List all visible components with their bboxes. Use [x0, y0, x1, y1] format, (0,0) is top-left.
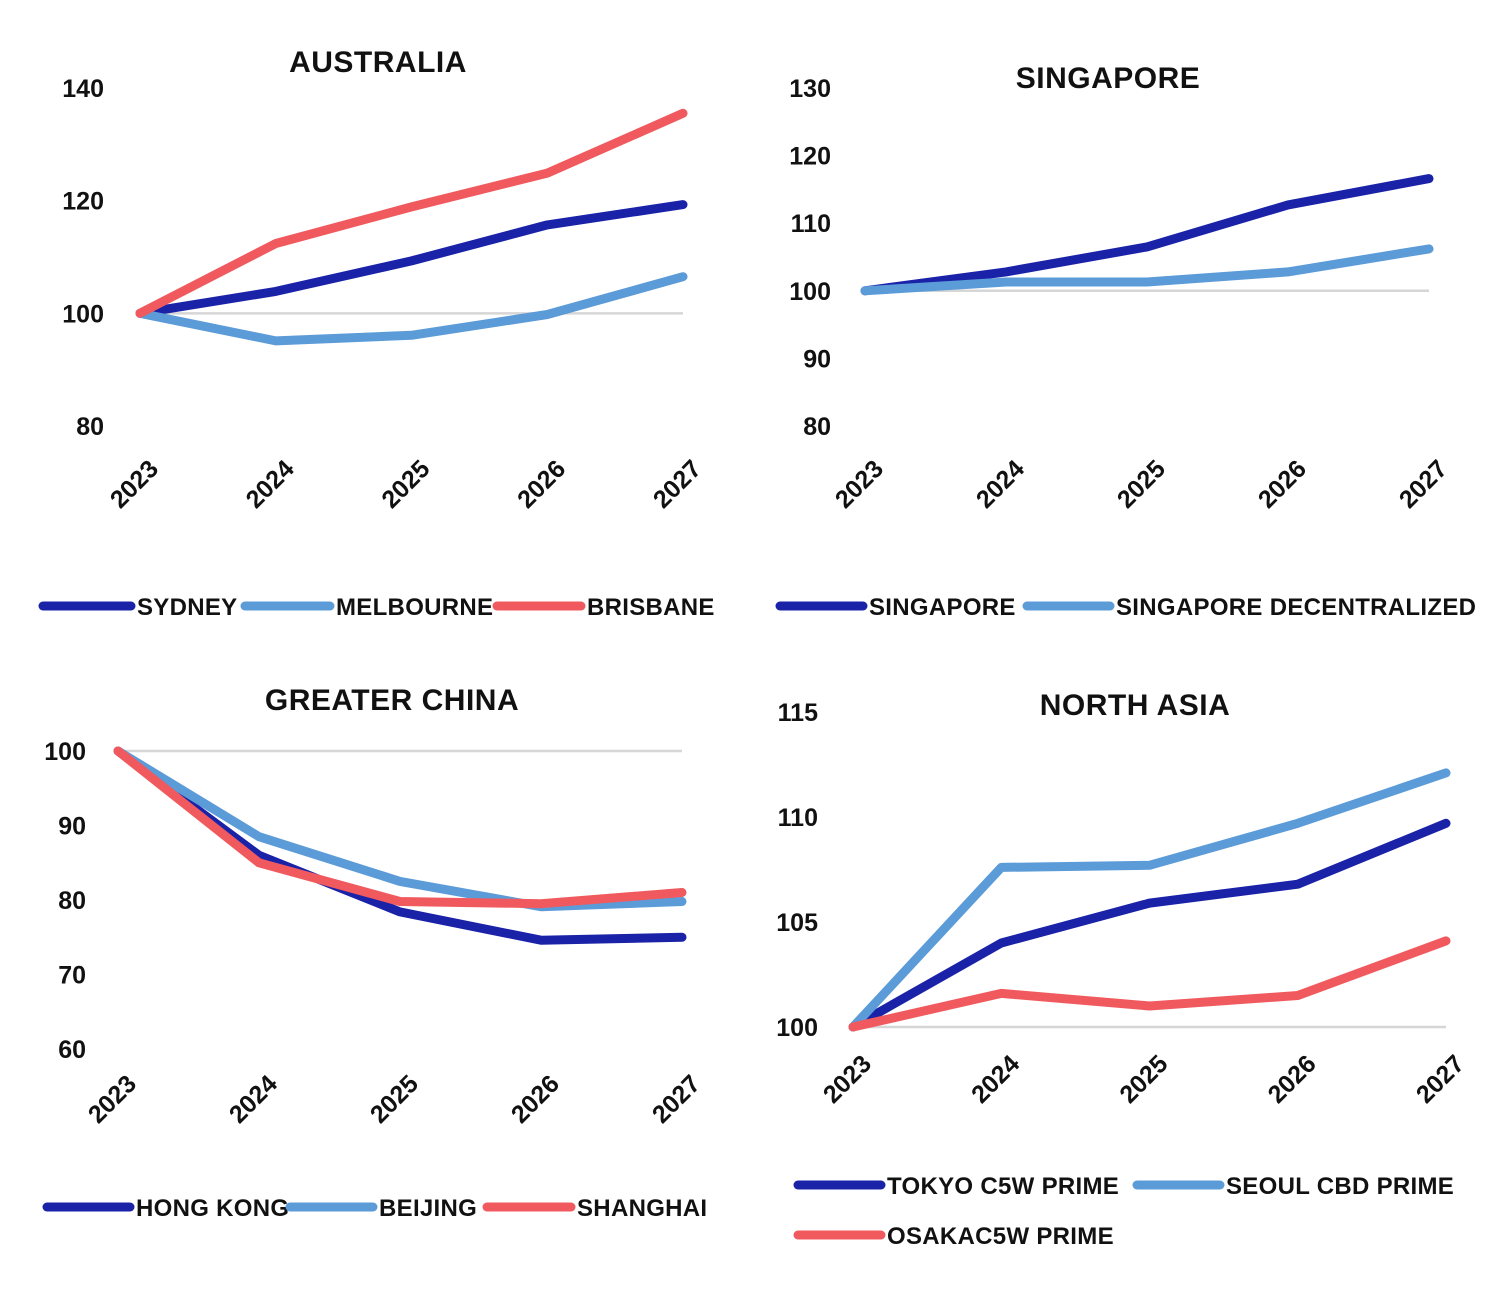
series-line-seoul-cbd-prime	[848, 768, 1451, 1032]
x-tick-label: 2026	[1263, 1050, 1322, 1109]
x-tick-label: 2026	[1253, 455, 1312, 514]
y-tick-label: 110	[791, 210, 831, 238]
y-tick-label: 120	[789, 143, 831, 171]
series-line-beijing	[113, 746, 687, 912]
y-tick-label: 70	[58, 962, 86, 990]
chart-title: SINGAPORE	[1016, 62, 1201, 95]
x-tick-label: 2025	[1112, 455, 1171, 514]
y-tick-label: 115	[778, 699, 818, 727]
series-line-osakac5w-prime	[848, 936, 1451, 1032]
legend-label: BEIJING	[379, 1195, 477, 1222]
series-line-tokyo-c5w-prime	[848, 818, 1451, 1032]
x-tick-label: 2025	[1114, 1050, 1173, 1109]
legend-label: BRISBANE	[587, 594, 715, 621]
x-tick-label: 2027	[1411, 1050, 1470, 1109]
series-line-sydney	[135, 200, 688, 318]
y-tick-label: 120	[62, 188, 104, 216]
y-tick-label: 100	[62, 300, 104, 328]
chart-singapore: SINGAPORE 130 120 110 100 90 80 2023 2024 2025 202…	[775, 62, 1476, 621]
y-tick-label: 100	[44, 738, 86, 766]
chart-title: GREATER CHINA	[265, 684, 519, 717]
y-tick-label: 80	[58, 887, 86, 915]
legend-label: OSAKAC5W PRIME	[887, 1223, 1114, 1250]
x-tick-label: 2027	[1394, 455, 1453, 514]
x-tick-label: 2023	[83, 1070, 142, 1129]
legend-label: SINGAPORE	[869, 594, 1016, 621]
series-line-singapore-decentralized	[860, 244, 1434, 296]
x-tick-label: 2024	[224, 1070, 283, 1129]
series-line-brisbane	[135, 108, 688, 318]
y-tick-label: 105	[776, 909, 818, 937]
y-tick-label: 90	[803, 345, 831, 373]
legend-item-singapore: SINGAPORE	[775, 594, 1016, 621]
chart-title: NORTH ASIA	[1040, 689, 1231, 722]
x-tick-label: 2026	[506, 1070, 565, 1129]
legend-item-beijing: BEIJING	[285, 1195, 477, 1222]
x-tick-label: 2026	[512, 455, 571, 514]
legend-item-brisbane: BRISBANE	[492, 594, 715, 621]
y-tick-label: 80	[803, 413, 831, 441]
legend-item-seoul-cbd-prime: SEOUL CBD PRIME	[1132, 1173, 1454, 1200]
legend-item-sydney: SYDNEY	[38, 594, 238, 621]
x-tick-label: 2023	[830, 455, 889, 514]
y-tick-label: 110	[778, 804, 818, 832]
x-tick-label: 2024	[966, 1050, 1025, 1109]
y-tick-label: 130	[789, 75, 831, 103]
y-tick-label: 80	[76, 413, 104, 441]
x-tick-label: 2025	[376, 455, 435, 514]
legend-item-melbourne: MELBOURNE	[240, 594, 493, 621]
legend-item-hong-kong: HONG KONG	[42, 1195, 289, 1222]
x-tick-label: 2023	[818, 1050, 877, 1109]
chart-greater-china: GREATER CHINA 100 90 80 70 60 2023 2024 2025 2026…	[42, 684, 707, 1222]
legend-label: SHANGHAI	[577, 1195, 707, 1222]
legend-label: SEOUL CBD PRIME	[1226, 1173, 1454, 1200]
chart-title: AUSTRALIA	[289, 46, 467, 79]
series-line-shanghai	[113, 746, 687, 909]
x-tick-label: 2027	[647, 1070, 706, 1129]
series-line-melbourne	[135, 272, 688, 346]
x-tick-label: 2025	[365, 1070, 424, 1129]
series-line-singapore	[860, 174, 1434, 296]
y-tick-label: 60	[58, 1036, 86, 1064]
legend-label: MELBOURNE	[336, 594, 493, 621]
y-tick-label: 100	[776, 1014, 818, 1042]
legend-item-osakac5w-prime: OSAKAC5W PRIME	[793, 1223, 1114, 1250]
x-tick-label: 2027	[648, 455, 707, 514]
legend-item-tokyo-c5w-prime: TOKYO C5W PRIME	[793, 1173, 1119, 1200]
legend-label: SINGAPORE DECENTRALIZED	[1116, 594, 1476, 621]
legend-label: TOKYO C5W PRIME	[887, 1173, 1119, 1200]
y-tick-label: 140	[62, 75, 104, 103]
x-tick-label: 2024	[971, 455, 1030, 514]
legend-item-shanghai: SHANGHAI	[482, 1195, 707, 1222]
series-line-hong-kong	[113, 746, 687, 945]
legend-label: HONG KONG	[136, 1195, 289, 1222]
y-tick-label: 100	[789, 278, 831, 306]
y-tick-label: 90	[58, 813, 86, 841]
x-tick-label: 2023	[105, 455, 164, 514]
x-tick-label: 2024	[241, 455, 300, 514]
legend-item-singapore-decentralized: SINGAPORE DECENTRALIZED	[1022, 594, 1476, 621]
legend-label: SYDNEY	[137, 594, 238, 621]
